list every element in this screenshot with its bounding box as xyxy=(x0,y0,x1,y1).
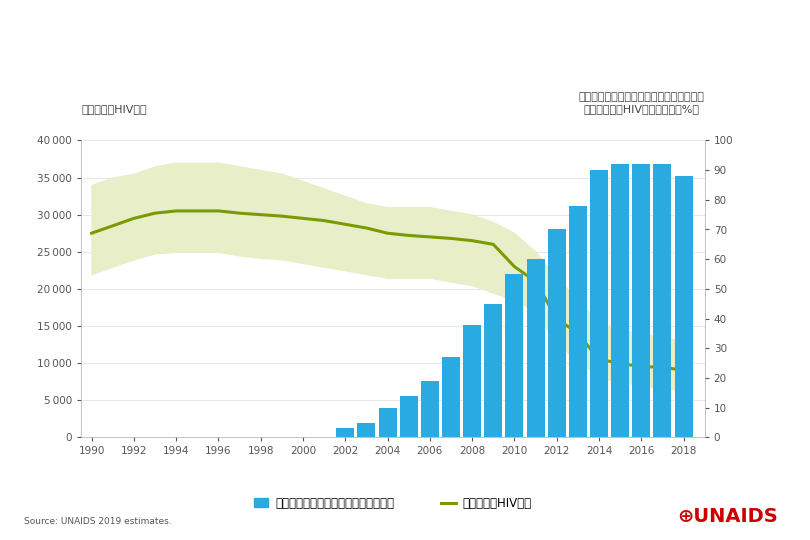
Bar xyxy=(526,259,544,437)
Bar xyxy=(442,357,460,437)
Bar xyxy=(590,170,608,437)
Bar xyxy=(654,164,671,437)
Bar xyxy=(484,303,502,437)
Bar xyxy=(675,176,693,437)
Bar xyxy=(505,274,523,437)
Text: ⊕UNAIDS: ⊕UNAIDS xyxy=(677,508,778,526)
Bar xyxy=(612,164,629,437)
Bar xyxy=(399,396,418,437)
Text: 垂直感染予防のために抗レトロウイルス薬
を受けているHIV陽性の妊婦（%）: 垂直感染予防のために抗レトロウイルス薬 を受けているHIV陽性の妊婦（%） xyxy=(579,92,705,113)
Bar xyxy=(378,408,397,437)
Bar xyxy=(357,422,375,437)
Bar xyxy=(633,164,650,437)
Legend: 抗レトロウイルス薬を受けている妊婦, 子供の新規HIV感染: 抗レトロウイルス薬を受けている妊婦, 子供の新規HIV感染 xyxy=(254,497,532,510)
Text: 子供の新規HIV感染: 子供の新規HIV感染 xyxy=(81,104,147,113)
Bar xyxy=(463,325,481,437)
Text: Source: UNAIDS 2019 estimates.: Source: UNAIDS 2019 estimates. xyxy=(24,517,172,526)
Text: 子供の新規HIV感染数と母子感染予防普及率、ウガンダ、1990 -2018年: 子供の新規HIV感染数と母子感染予防普及率、ウガンダ、1990 -2018年 xyxy=(20,36,457,56)
Bar xyxy=(548,230,565,437)
Bar xyxy=(336,429,354,437)
Bar xyxy=(421,381,439,437)
Bar xyxy=(569,206,586,437)
